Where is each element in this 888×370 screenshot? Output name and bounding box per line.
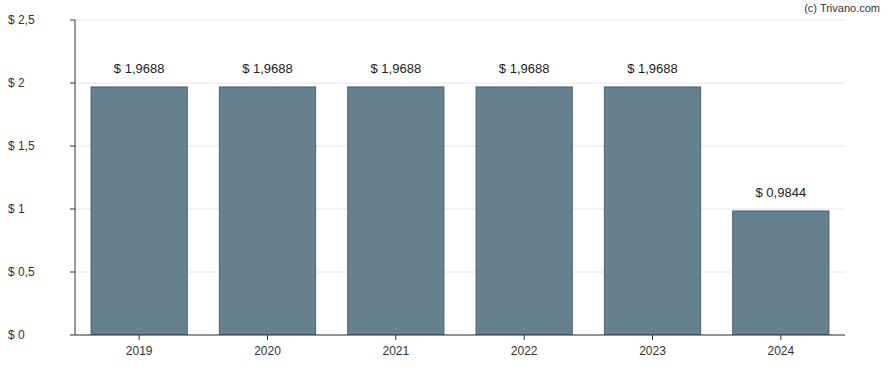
y-tick-label: $ 1,5	[8, 139, 35, 153]
y-tick-label: $ 2,5	[8, 13, 35, 27]
data-label: $ 1,9688	[627, 61, 678, 76]
data-label: $ 1,9688	[114, 61, 165, 76]
y-tick	[70, 335, 75, 336]
y-tick	[70, 146, 75, 147]
annotation: (c) Trivano.com	[804, 2, 880, 14]
bar	[733, 211, 829, 335]
bar	[476, 87, 572, 335]
bar	[604, 87, 700, 335]
y-tick	[70, 83, 75, 84]
x-tick-label: 2019	[126, 344, 153, 358]
x-tick	[524, 335, 525, 340]
bar	[91, 87, 187, 335]
y-tick-label: $ 1	[8, 202, 25, 216]
data-label: $ 1,9688	[499, 61, 550, 76]
chart: $ 0 $ 0,5 $ 1 $ 1,5 $ 2 $ 2,5 $ 1,9688 $ 1,9688…	[0, 0, 888, 370]
x-tick-label: 2024	[767, 344, 794, 358]
bars	[91, 87, 829, 335]
grid-line	[75, 20, 845, 21]
grid-line	[75, 146, 845, 147]
x-tick	[780, 335, 781, 340]
bar	[348, 87, 444, 335]
x-tick-label: 2021	[382, 344, 409, 358]
x-tick	[652, 335, 653, 340]
x-axis	[75, 335, 845, 336]
y-tick	[70, 20, 75, 21]
x-tick	[395, 335, 396, 340]
grid-line	[75, 209, 845, 210]
x-tick-label: 2022	[511, 344, 538, 358]
x-tick	[139, 335, 140, 340]
y-tick-label: $ 2	[8, 76, 25, 90]
grid-line	[75, 335, 845, 336]
y-tick	[70, 272, 75, 273]
x-tick	[267, 335, 268, 340]
x-tick-label: 2023	[639, 344, 666, 358]
data-label: $ 1,9688	[371, 61, 422, 76]
grid-line	[75, 272, 845, 273]
y-tick-label: $ 0,5	[8, 265, 35, 279]
y-tick-label: $ 0	[8, 328, 25, 342]
y-axis	[75, 20, 76, 335]
x-tick-label: 2020	[254, 344, 281, 358]
grid-line	[75, 83, 845, 84]
data-label: $ 1,9688	[242, 61, 293, 76]
data-label: $ 0,9844	[756, 185, 807, 200]
bar	[219, 87, 315, 335]
y-tick	[70, 209, 75, 210]
